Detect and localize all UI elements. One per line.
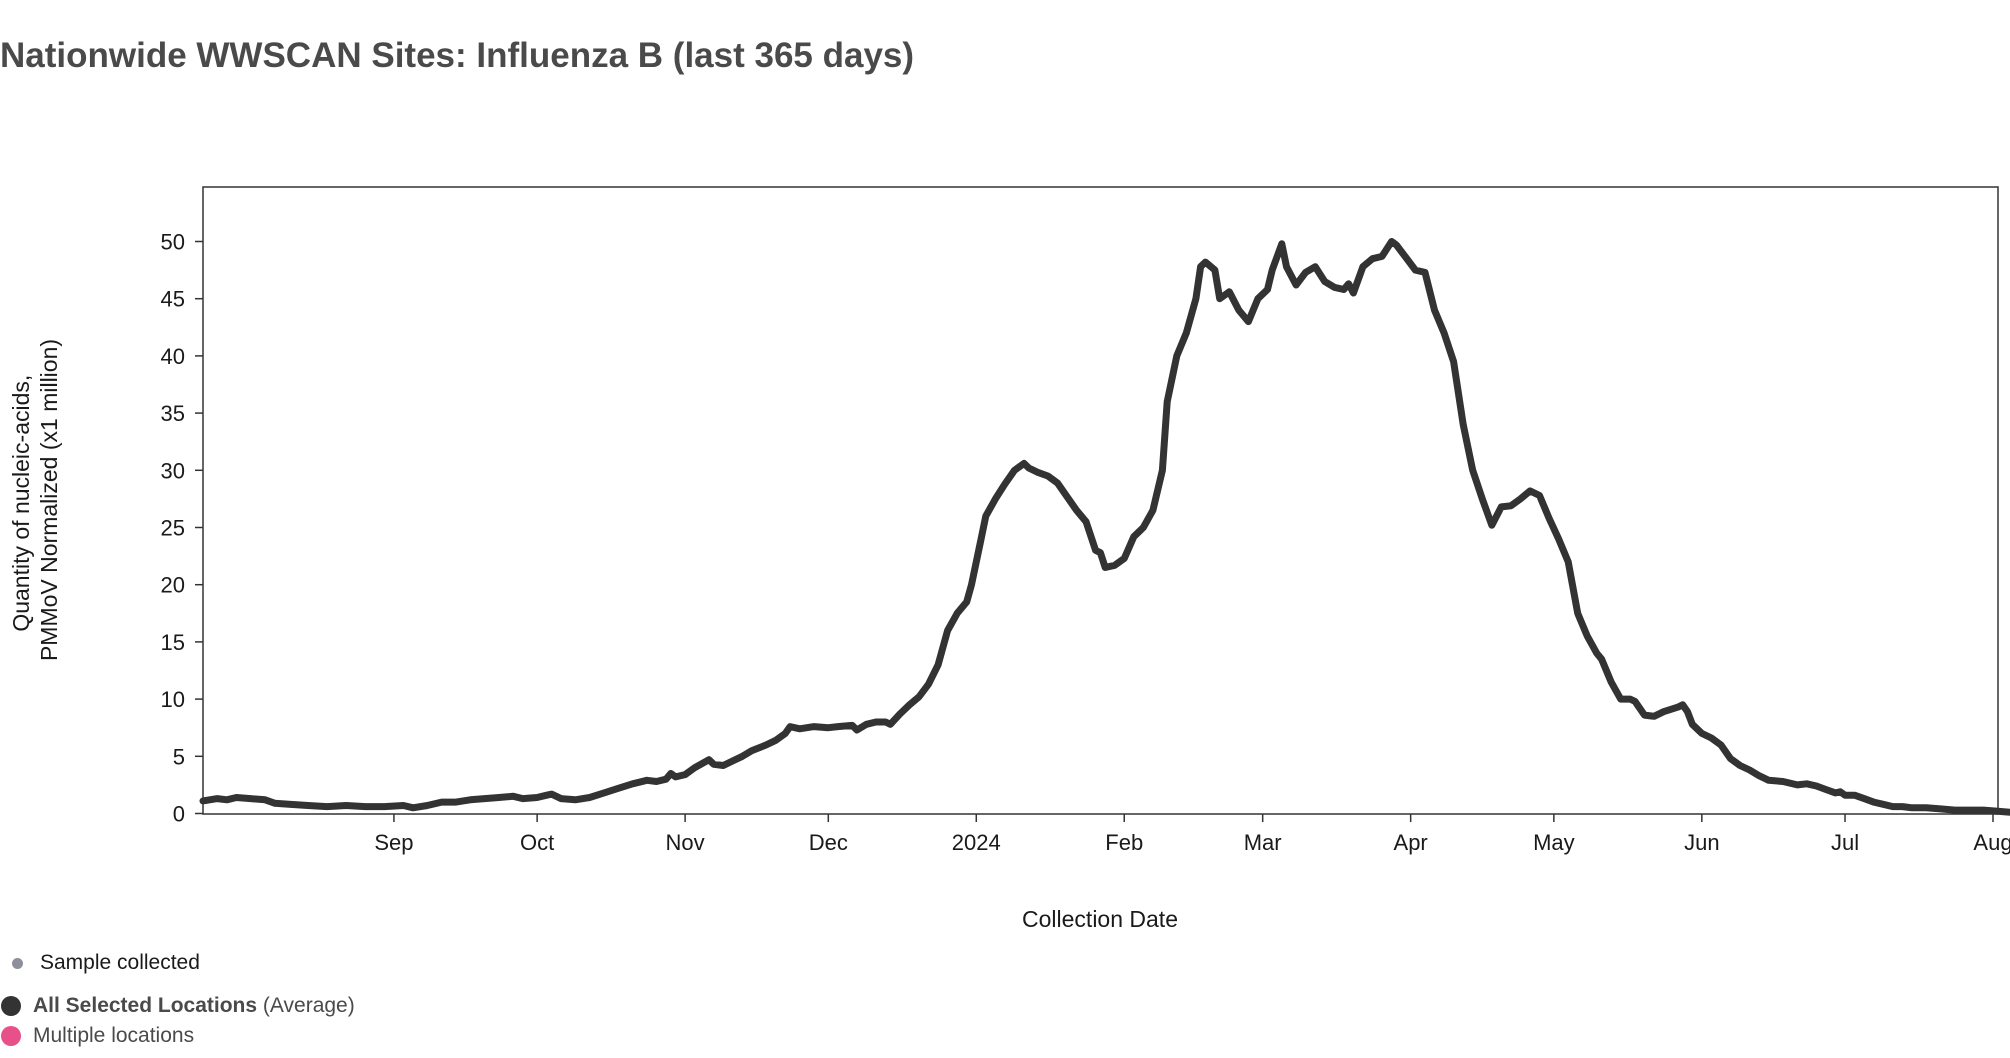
y-axis-title-line-1: Quantity of nucleic-acids, [8, 375, 34, 632]
y-tick-label: 15 [161, 630, 185, 655]
x-tick-label: Oct [520, 830, 554, 855]
y-tick-label: 30 [161, 458, 185, 483]
legend-multiple-locations-label: Multiple locations [33, 1024, 195, 1047]
y-axis-title-line-2: PMMoV Normalized (x1 million) [36, 339, 62, 661]
x-tick-label: Sep [374, 830, 413, 855]
y-tick-label: 0 [173, 802, 185, 827]
y-tick-label: 40 [161, 344, 185, 369]
x-tick-label: Mar [1244, 830, 1282, 855]
series-line-all-selected-locations [199, 238, 2010, 816]
x-tick-label: 2024 [952, 830, 1001, 855]
x-axis: Sep Oct Nov Dec 2024 Feb Mar Apr May Jun Jul Aug [374, 814, 2010, 855]
legend-sample-label: Sample collected [40, 951, 200, 974]
x-tick-label: Dec [809, 830, 848, 855]
y-tick-label: 5 [173, 744, 185, 769]
y-tick-label: 25 [161, 516, 185, 541]
y-tick-label: 35 [161, 401, 185, 426]
x-tick-label: Aug [1973, 830, 2010, 855]
legend-all-selected-locations[interactable]: All Selected Locations (Average) [0, 994, 355, 1018]
legend-all-selected-suffix: (Average) [262, 994, 355, 1017]
x-tick-label: Feb [1105, 830, 1143, 855]
line-chart: 0 5 10 15 20 25 30 35 40 45 50 Sep Oct Nov Dec 2024 Feb… [8, 186, 2010, 932]
y-axis: 0 5 10 15 20 25 30 35 40 45 50 [161, 230, 203, 827]
all-selected-dot-icon [1, 996, 21, 1017]
legend-all-selected-label: All Selected Locations [33, 994, 258, 1017]
x-axis-title: Collection Date [1022, 906, 1178, 932]
x-tick-label: May [1533, 830, 1575, 855]
x-tick-label: Jun [1684, 830, 1719, 855]
legend-sample-collected[interactable]: Sample collected [0, 951, 200, 975]
legend-multiple-locations[interactable]: Multiple locations [0, 1024, 194, 1048]
y-tick-label: 20 [161, 573, 185, 598]
x-tick-label: Apr [1394, 830, 1428, 855]
plot-frame [202, 186, 1999, 815]
y-tick-label: 10 [161, 687, 185, 712]
y-tick-label: 50 [161, 230, 185, 255]
sample-dot-icon [12, 957, 23, 969]
y-axis-title: Quantity of nucleic-acids, PMMoV Normali… [8, 339, 62, 661]
page-title: Nationwide WWSCAN Sites: Influenza B (la… [0, 36, 915, 75]
multiple-locations-dot-icon [1, 1026, 21, 1047]
x-tick-label: Jul [1831, 830, 1859, 855]
y-tick-label: 45 [161, 287, 185, 312]
x-tick-label: Nov [666, 830, 705, 855]
